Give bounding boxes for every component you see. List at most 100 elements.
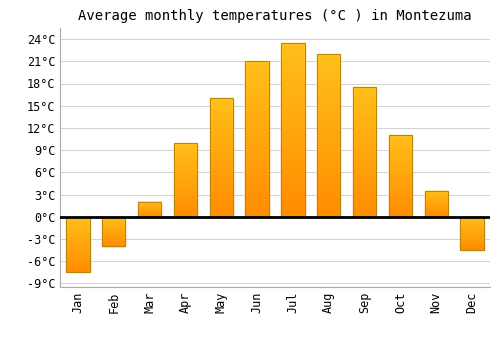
Bar (353, 100, 376, 103)
Bar (174, 206, 197, 208)
Bar (246, 80, 268, 83)
Bar (317, 161, 340, 164)
Bar (282, 126, 304, 130)
Bar (317, 152, 340, 155)
Bar (174, 155, 197, 156)
Bar (66, 229, 90, 230)
Bar (246, 201, 268, 204)
Bar (210, 188, 233, 191)
Bar (282, 196, 304, 199)
Bar (210, 214, 233, 217)
Bar (282, 85, 304, 88)
Bar (246, 170, 268, 173)
Bar (460, 222, 483, 223)
Bar (102, 243, 126, 244)
Bar (317, 164, 340, 168)
Bar (389, 156, 412, 158)
Bar (282, 213, 304, 217)
Bar (282, 206, 304, 210)
Bar (210, 176, 233, 179)
Bar (246, 164, 268, 167)
Bar (66, 254, 90, 256)
Bar (389, 187, 412, 189)
Bar (282, 137, 304, 140)
Bar (353, 131, 376, 134)
Bar (317, 112, 340, 116)
Bar (389, 194, 412, 196)
Bar (282, 203, 304, 206)
Bar (174, 203, 197, 205)
Bar (102, 220, 126, 221)
Bar (174, 181, 197, 183)
Bar (317, 168, 340, 171)
Bar (282, 168, 304, 172)
Bar (424, 204, 448, 205)
Bar (282, 175, 304, 178)
Bar (353, 129, 376, 131)
Bar (102, 223, 126, 224)
Bar (317, 54, 340, 57)
Bar (174, 215, 197, 217)
Bar (389, 161, 412, 163)
Bar (317, 126, 340, 129)
Bar (317, 142, 340, 145)
Bar (389, 153, 412, 155)
Bar (460, 238, 483, 239)
Bar (66, 244, 90, 246)
Bar (389, 209, 412, 210)
Bar (102, 237, 126, 238)
Bar (174, 146, 197, 147)
Bar (389, 212, 412, 214)
Bar (389, 210, 412, 212)
Bar (66, 270, 90, 271)
Bar (317, 74, 340, 77)
Bar (317, 187, 340, 191)
Bar (174, 169, 197, 171)
Bar (353, 214, 376, 217)
Bar (102, 241, 126, 242)
Bar (66, 230, 90, 231)
Bar (246, 105, 268, 108)
Bar (66, 258, 90, 259)
Bar (246, 117, 268, 120)
Bar (246, 186, 268, 189)
Bar (210, 155, 233, 158)
Bar (317, 90, 340, 93)
Bar (389, 179, 412, 181)
Bar (282, 112, 304, 116)
Bar (282, 88, 304, 91)
Bar (246, 195, 268, 198)
Bar (66, 251, 90, 252)
Bar (246, 204, 268, 208)
Bar (460, 234, 483, 235)
Bar (389, 148, 412, 150)
Bar (246, 198, 268, 201)
Bar (210, 183, 233, 186)
Bar (66, 250, 90, 251)
Bar (66, 221, 90, 222)
Bar (174, 211, 197, 212)
Bar (389, 189, 412, 191)
Bar (460, 236, 483, 237)
Bar (389, 158, 412, 160)
Bar (282, 91, 304, 95)
Bar (66, 227, 90, 228)
Bar (210, 143, 233, 146)
Bar (353, 149, 376, 152)
Bar (174, 168, 197, 169)
Bar (210, 193, 233, 195)
Bar (317, 194, 340, 197)
Bar (66, 246, 90, 247)
Bar (102, 245, 126, 246)
Bar (353, 136, 376, 139)
Bar (210, 210, 233, 212)
Bar (353, 155, 376, 157)
Bar (389, 178, 412, 179)
Bar (353, 183, 376, 186)
Bar (210, 169, 233, 172)
Bar (282, 98, 304, 102)
Bar (389, 192, 412, 194)
Bar (317, 204, 340, 207)
Bar (210, 103, 233, 105)
Bar (246, 148, 268, 152)
